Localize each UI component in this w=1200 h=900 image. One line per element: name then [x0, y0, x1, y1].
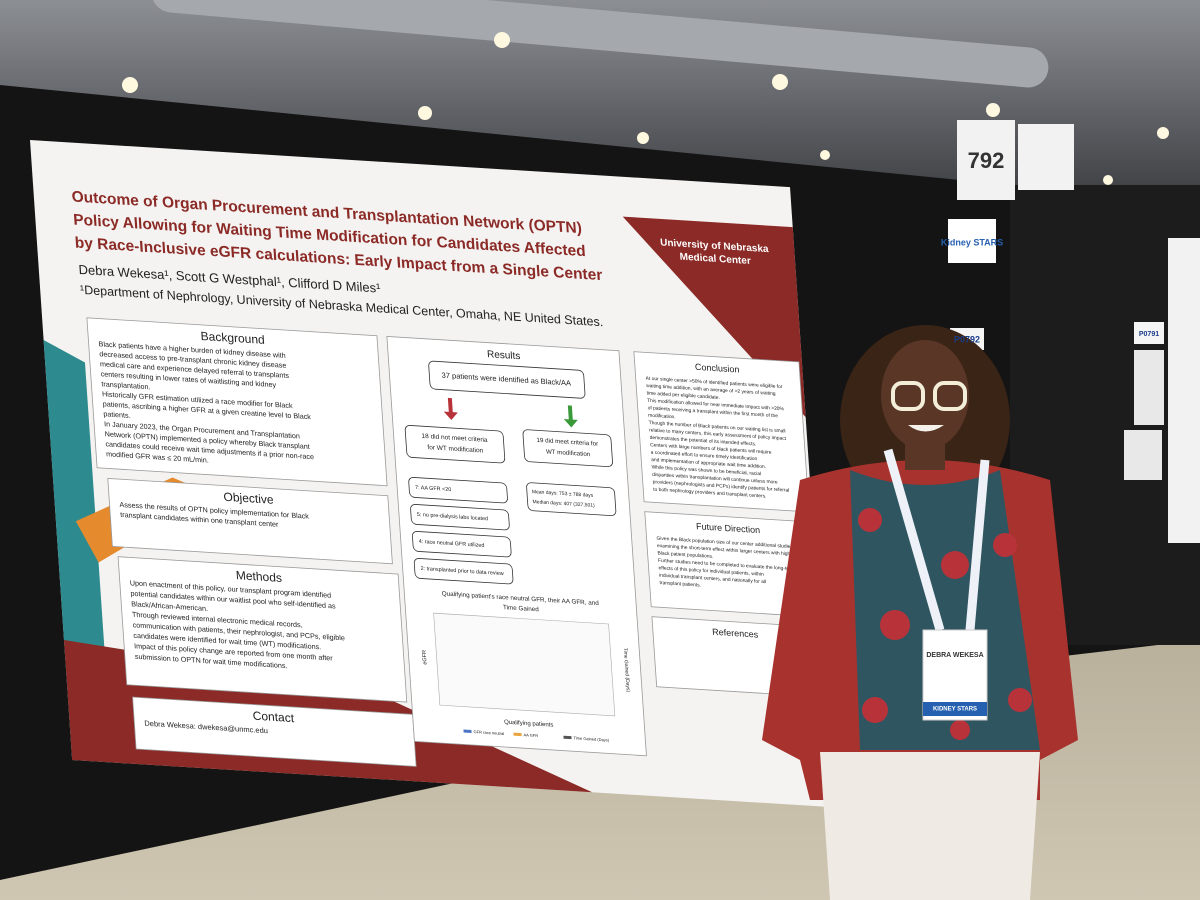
section-heading: Contact [252, 709, 295, 726]
flow-box [412, 531, 512, 558]
section-line: modification. [648, 413, 676, 421]
flowers [858, 508, 1032, 740]
section-box [633, 351, 810, 513]
section-heading: References [712, 627, 759, 640]
chart-title: Time Gained [503, 604, 540, 613]
section-heading: Methods [235, 568, 282, 585]
badge-ribbon [923, 702, 987, 716]
poster-logo: Medical Center [679, 252, 751, 267]
results-heading: Results [487, 349, 521, 362]
flow-text: WT modification [546, 448, 591, 458]
chart-plot [433, 612, 616, 717]
neighbor-id-card [1134, 322, 1164, 344]
section-box [86, 317, 388, 487]
chart-y2-label: Time Gained (Days) [622, 647, 631, 692]
section-line: transplantation. [101, 379, 151, 391]
section-line: time added per eligible candidate. [646, 390, 720, 401]
flow-text: 19 did meet criteria for [536, 437, 598, 448]
neighbor-poster [1168, 238, 1200, 543]
legend-label: GFR race neutral [473, 729, 504, 736]
booth-sign [957, 120, 1015, 200]
top [850, 470, 1040, 750]
section-heading: Future Direction [696, 521, 761, 535]
booth-number: 792 [968, 148, 1005, 173]
flow-box [408, 477, 508, 504]
section-box [107, 477, 393, 565]
legend-swatch [463, 729, 472, 733]
section-heading: Objective [223, 490, 274, 507]
arrow-green [563, 405, 578, 428]
flyer [1124, 430, 1162, 480]
flow-text: 7: AA GFR <20 [415, 485, 452, 493]
flow-text: 4: race neutral GFR utilized [419, 539, 485, 549]
stars-sign-text: Kidney STARS [941, 237, 1003, 247]
flow-box [526, 482, 617, 517]
ceiling-lights [122, 32, 1169, 185]
flow-text: for WT modification [427, 444, 484, 454]
pants [820, 752, 1040, 900]
section-heading: Background [200, 329, 265, 347]
flow-box [410, 504, 510, 531]
legend-swatch [563, 735, 572, 740]
neck [905, 440, 945, 470]
chart-y-label: eGFR [422, 650, 429, 665]
flow-box [428, 360, 586, 399]
legend-label: Time Gained (Days) [573, 735, 610, 742]
flow-text: 2: transplanted prior to data review [420, 566, 504, 577]
lanyard [883, 448, 990, 632]
legend-swatch [513, 732, 522, 737]
badge-name: DEBRA WEKESA [926, 652, 983, 659]
glasses [891, 381, 967, 411]
flyer [1134, 350, 1164, 425]
arrow-red [443, 397, 458, 421]
flow-box [522, 429, 613, 468]
smile [908, 425, 944, 432]
section-heading: Conclusion [695, 362, 740, 375]
stars-sign [948, 219, 996, 263]
neighbor-poster-id: P0791 [1139, 331, 1159, 338]
section-line: patients. [103, 409, 131, 420]
presenter [762, 325, 1078, 900]
poster: Outcome of Organ Procurement and Transpl… [30, 140, 833, 808]
legend-label: AA GFR [523, 732, 538, 738]
flow-text: Median days: 407 (327,501) [532, 499, 595, 509]
air-duct [151, 0, 1049, 88]
section-line: Black patient populations. [657, 550, 713, 559]
chart-x-label: Qualifying patients [504, 720, 554, 729]
section-box [117, 556, 408, 703]
section-line: transplant patients. [659, 580, 701, 589]
booth-sign-blank [1018, 124, 1074, 190]
flow-box [413, 558, 514, 585]
badge-ribbon-text: KIDNEY STARS [933, 707, 977, 713]
flow-text: 5: no pre-dialysis labs located [417, 512, 488, 522]
flow-text: 18 did not meet criteria [421, 433, 488, 444]
flow-text: Mean days: 753 ± 788 days [532, 489, 594, 499]
flow-box [404, 425, 506, 464]
poster-id: P0792 [954, 334, 980, 344]
